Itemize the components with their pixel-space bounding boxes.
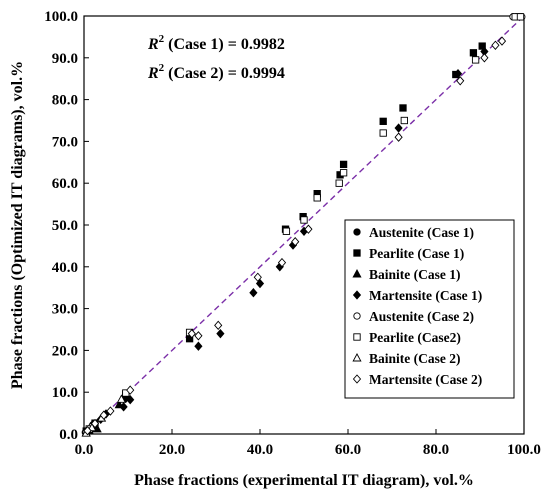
data-point-diamond-filled [255,278,265,289]
y-tick-label: 30.0 [52,302,78,318]
data-point-diamond-filled [394,123,403,133]
legend-label: Austenite (Case 2) [369,309,474,324]
x-tick-label: 20.0 [159,442,185,458]
y-tick-label: 10.0 [52,385,78,401]
legend-label: Austenite (Case 1) [369,225,474,240]
x-axis-title: Phase fractions (experimental IT diagram… [134,472,474,489]
r2-case2-annotation: R2 (Case 2) = 0.9994 [147,62,285,82]
data-point-square-filled [339,160,348,169]
data-point-diamond-open [277,257,287,268]
data-point-diamond-filled [249,288,258,298]
legend-marker [353,312,361,320]
legend-marker [352,269,362,278]
data-point-square-open [471,56,480,64]
legend-label: Pearlite (Case 1) [369,246,464,261]
reference-line [83,15,525,435]
data-point-square-filled [379,117,387,125]
y-tick-label: 40.0 [52,260,78,276]
legend-label: Bainite (Case 2) [369,351,461,366]
data-point-diamond-open [491,40,500,50]
legend-label: Martensite (Case 2) [369,372,482,387]
legend-label: Pearlite (Case2) [369,330,461,345]
axis-ticks: 0.0 20.0 40.0 60.0 80.0 100.0 0.0 10.0 20.0 30.0 4… [44,9,541,458]
data-point-square-filled [478,42,486,50]
legend-marker [352,353,362,362]
data-point-diamond-open [253,272,262,282]
legend-marker [353,333,361,341]
y-tick-label: 80.0 [52,93,78,109]
data-point-square-open [282,227,291,235]
data-point-square-open [400,116,408,125]
data-point-square-open [379,129,387,137]
x-tick-label: 80.0 [423,442,449,458]
data-point-diamond-open [126,385,135,395]
r2-case1-annotation: R2 (Case 1) = 0.9982 [147,33,285,53]
data-point-diamond-open [456,76,465,86]
legend: Austenite (Case 1) Pearlite (Case 1) Baini… [344,219,515,399]
data-point-diamond-open [214,320,223,331]
data-point-square-open [300,216,308,224]
data-point-square-open [313,194,321,202]
legend-label: Martensite (Case 1) [369,288,482,303]
y-tick-label: 60.0 [52,176,78,192]
data-point-diamond-filled [126,395,135,405]
data-point-diamond-open [304,224,313,234]
data-point-diamond-open [394,132,403,142]
data-point-diamond-open [480,53,489,63]
data-point-diamond-open [291,237,300,247]
data-point-diamond-open [497,36,507,46]
legend-label: Bainite (Case 1) [369,267,461,282]
data-point-diamond-filled [453,69,463,79]
y-tick-label: 70.0 [52,134,78,150]
data-point-square-open [516,13,525,21]
legend-marker [353,249,361,257]
data-point-square-filled [469,49,478,57]
y-tick-label: 20.0 [52,343,78,359]
data-point-diamond-open [194,331,203,341]
x-tick-label: 40.0 [247,442,273,458]
y-tick-label: 0.0 [59,427,78,443]
data-point-triangle-open [116,394,126,403]
data-points [81,13,526,437]
data-point-square-open [335,179,343,187]
x-tick-label: 0.0 [75,442,94,458]
data-point-diamond-open [90,418,100,429]
x-tick-label: 100.0 [507,442,541,458]
legend-box [344,219,515,399]
data-point-square-filled [399,104,407,112]
data-point-diamond-open [187,328,196,339]
data-point-square-open [339,169,348,177]
data-point-diamond-open [83,425,92,436]
y-tick-label: 50.0 [52,218,78,234]
legend-marker [352,374,362,384]
data-point-diamond-open [106,406,115,416]
x-tick-label: 60.0 [335,442,361,458]
legend-marker [352,290,362,300]
data-point-diamond-open [99,410,108,420]
y-tick-label: 90.0 [52,51,78,67]
data-point-diamond-filled [119,402,128,412]
legend-marker [353,228,361,236]
data-point-diamond-filled [216,328,225,339]
y-tick-label: 100.0 [44,9,78,25]
y-axis-title: Phase fractions (Optimized IT diagrams),… [9,61,26,389]
data-point-diamond-filled [194,341,203,351]
